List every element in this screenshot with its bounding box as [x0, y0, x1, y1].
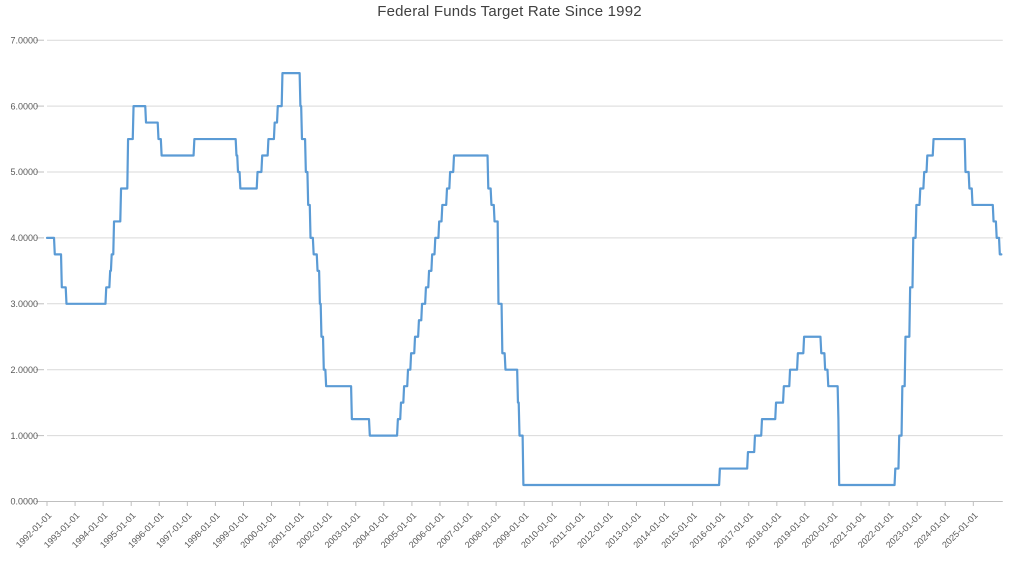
- y-tick-label: 3.0000: [10, 299, 38, 309]
- y-tick-label: 5.0000: [10, 167, 38, 177]
- y-tick-label: 0.0000: [10, 497, 38, 507]
- y-tick-label: 4.0000: [10, 233, 38, 243]
- rate-line-series: [45, 72, 1003, 487]
- y-tick-label: 6.0000: [10, 101, 38, 111]
- y-tick-label: 2.0000: [10, 365, 38, 375]
- chart-title: Federal Funds Target Rate Since 1992: [377, 3, 642, 20]
- y-tick-label: 7.0000: [10, 35, 38, 45]
- y-tick-label: 1.0000: [10, 431, 38, 441]
